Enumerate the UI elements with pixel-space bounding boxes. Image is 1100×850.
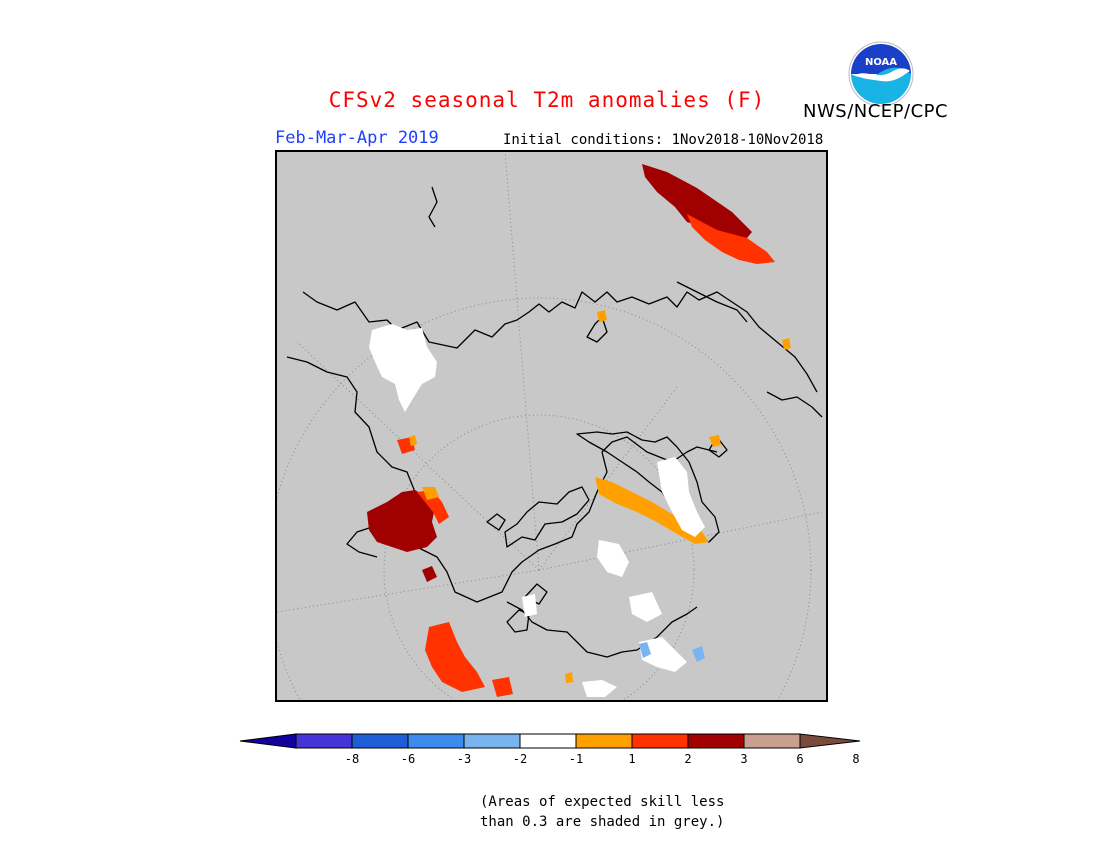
skill-note-line-2: than 0.3 are shaded in grey.): [480, 814, 725, 830]
anomaly-siberia-white: [369, 324, 437, 412]
anomaly-shading: [367, 164, 791, 697]
colorbar-tick-label: -2: [512, 752, 528, 766]
colorbar-tick-label: 3: [740, 752, 748, 766]
colorbar-bin: [631, 733, 689, 749]
colorbar-bin: [687, 733, 745, 749]
skill-note-line-1: (Areas of expected skill less: [480, 794, 725, 810]
colorbar-tick-label: 8: [852, 752, 860, 766]
initial-conditions-label: Initial conditions: 1Nov2018-10Nov2018: [503, 132, 824, 148]
anomaly-small-orange-3: [409, 435, 417, 446]
anomaly-east-asia-red: [687, 214, 775, 264]
anomaly-small-orange: [597, 310, 607, 322]
anomaly-east-asia-dark-red: [642, 164, 752, 238]
anomaly-atlantic-white: [522, 594, 537, 617]
colorbar-arrow-right: [799, 733, 861, 749]
anomaly-blue-2: [692, 646, 705, 662]
colorbar-bin: [519, 733, 577, 749]
logo-text: NOAA: [865, 57, 897, 68]
anomaly-us-white: [582, 680, 617, 697]
colorbar-tick-label: -1: [568, 752, 584, 766]
skill-note: (Areas of expected skill less than 0.3 a…: [480, 792, 724, 832]
anomaly-canada-white-2: [629, 592, 662, 622]
anomaly-north-africa-red: [425, 622, 485, 692]
agency-label: NWS/NCEP/CPC: [803, 101, 949, 122]
colorbar-tick-label: 2: [684, 752, 692, 766]
polar-map: [275, 150, 828, 702]
map-title: CFSv2 seasonal T2m anomalies (F): [328, 88, 766, 112]
anomaly-europe-red: [417, 490, 449, 524]
colorbar-tick-label: 1: [628, 752, 636, 766]
anomaly-africa-small: [422, 566, 437, 582]
colorbar-tick-label: -3: [456, 752, 472, 766]
anomaly-blue-1: [639, 642, 651, 658]
colorbar-bin: [407, 733, 465, 749]
colorbar-tick-label: -8: [344, 752, 360, 766]
colorbar-bin: [743, 733, 801, 749]
anomaly-alaska-orange: [782, 338, 791, 350]
anomaly-small-orange-2: [565, 672, 573, 683]
colorbar-arrow-left: [239, 733, 297, 749]
anomaly-n-america-red-small: [492, 677, 513, 697]
colorbar-tick-label: 6: [796, 752, 804, 766]
graticule: [277, 152, 823, 700]
colorbar-tick-label: -6: [400, 752, 416, 766]
anomaly-europe-orange: [422, 487, 439, 500]
color-scale-bar: [238, 731, 862, 755]
anomaly-iceland-orange: [709, 435, 721, 447]
noaa-logo: NOAA: [848, 41, 914, 111]
colorbar-bin: [351, 733, 409, 749]
colorbar-bin: [295, 733, 353, 749]
anomaly-canada-white: [597, 540, 629, 577]
colorbar-bin: [463, 733, 521, 749]
anomaly-canada-white-3: [639, 637, 687, 672]
anomaly-greenland-white: [657, 457, 705, 537]
anomaly-europe-dark-red: [367, 490, 437, 552]
season-label: Feb-Mar-Apr 2019: [275, 128, 439, 148]
colorbar-bin: [575, 733, 633, 749]
